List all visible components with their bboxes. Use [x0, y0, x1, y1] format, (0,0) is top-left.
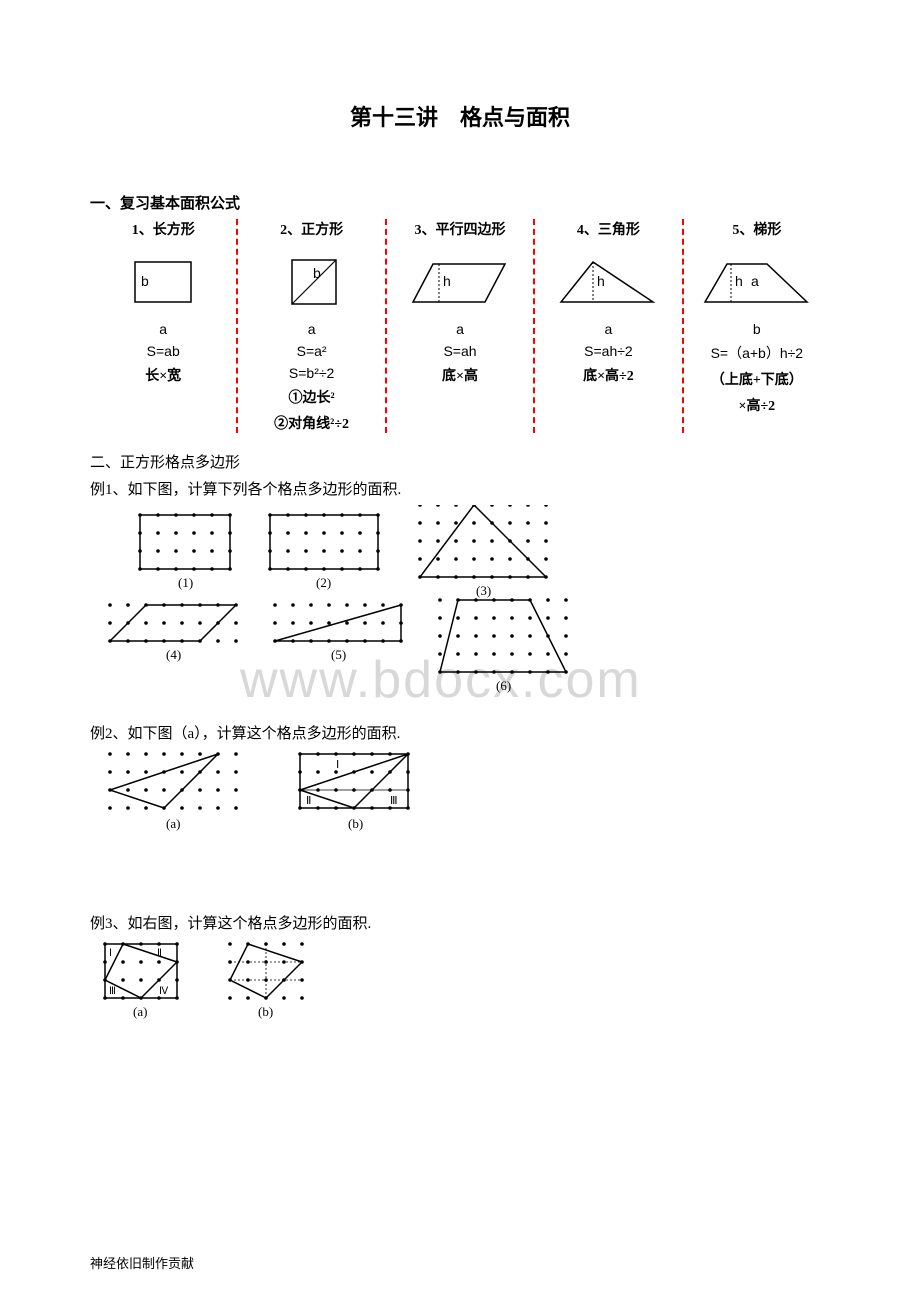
label-b: b [141, 273, 149, 289]
roman-III: Ⅲ [390, 795, 398, 807]
col-rectangle: 1、长方形 b a S=ab 长×宽 [90, 219, 238, 433]
section2-heading: 二、正方形格点多边形 [90, 451, 830, 472]
col5-title: 5、梯形 [690, 219, 824, 239]
col2-title: 2、正方形 [244, 219, 378, 239]
col5-f1: S=（a+b）h÷2 [690, 343, 824, 363]
fig-label-1: (1) [178, 575, 193, 590]
fig-label-a2: (a) [133, 1004, 147, 1019]
col2-f2: S=b²÷2 [244, 365, 378, 381]
section1-heading: 一、复习基本面积公式 [90, 192, 830, 213]
page-title: 第十三讲 格点与面积 [90, 100, 830, 132]
roman-IV: Ⅳ [159, 986, 169, 997]
roman-II: Ⅱ [157, 948, 162, 959]
col-triangle: 4、三角形 h a S=ah÷2 底×高÷2 [535, 219, 683, 433]
label-h: h [597, 273, 605, 289]
col2-below: a [244, 321, 378, 337]
col-parallelogram: 3、平行四边形 h a S=ah 底×高 [387, 219, 535, 433]
col4-title: 4、三角形 [541, 219, 675, 239]
fig-label-a: (a) [166, 816, 180, 831]
fig-label-3: (3) [476, 583, 491, 598]
col2-f1: S=a² [244, 343, 378, 359]
ex3-figure: Ⅰ Ⅱ Ⅲ Ⅳ (a) (b) [100, 939, 830, 1034]
col3-below: a [393, 321, 527, 337]
roman-III: Ⅲ [109, 986, 116, 997]
col4-cn1: 底×高÷2 [541, 365, 675, 385]
roman-II: Ⅱ [306, 795, 311, 807]
footer-text: 神经依旧制作贡献 [90, 1253, 194, 1272]
label-b: b [313, 265, 321, 281]
col1-title: 1、长方形 [96, 219, 230, 239]
col2-cn2: ②对角线²÷2 [244, 413, 378, 433]
fig-label-2: (2) [316, 575, 331, 590]
ex3-text: 例3、如右图，计算这个格点多边形的面积. [90, 912, 830, 933]
col-square: 2、正方形 b a S=a² S=b²÷2 ①边长² ②对角线²÷2 [238, 219, 386, 433]
ex2-figure: (a) Ⅰ Ⅱ Ⅲ (b) [100, 749, 830, 854]
fig-label-4: (4) [166, 647, 181, 662]
col1-cn1: 长×宽 [96, 365, 230, 385]
col3-cn1: 底×高 [393, 365, 527, 385]
fig-label-b2: (b) [258, 1004, 273, 1019]
col3-f1: S=ah [393, 343, 527, 359]
col4-below: a [541, 321, 675, 337]
col5-cn1: （上底+下底） [690, 369, 824, 389]
col3-title: 3、平行四边形 [393, 219, 527, 239]
col4-f1: S=ah÷2 [541, 343, 675, 359]
roman-I: Ⅰ [336, 759, 339, 771]
col-trapezoid: 5、梯形 h a b S=（a+b）h÷2 （上底+下底） ×高÷2 [684, 219, 830, 433]
formula-row: 1、长方形 b a S=ab 长×宽 2、正方形 b a S=a² S=b²÷2… [90, 219, 830, 433]
ex1-text: 例1、如下图，计算下列各个格点多边形的面积. [90, 478, 830, 499]
ex1-figure: (1) (2) [100, 505, 830, 710]
ex2-text: 例2、如下图（a），计算这个格点多边形的面积. [90, 722, 830, 743]
label-h: h [443, 273, 451, 289]
fig-label-b: (b) [348, 816, 363, 831]
fig-label-6: (6) [496, 678, 511, 693]
fig-label-5: (5) [331, 647, 346, 662]
triangle-shape: h [541, 247, 675, 317]
col2-cn1: ①边长² [244, 387, 378, 407]
label-h: h [735, 273, 743, 289]
col5-below: b [690, 321, 824, 337]
col1-f1: S=ab [96, 343, 230, 359]
parallelogram-shape: h [393, 247, 527, 317]
square-shape: b [244, 247, 378, 317]
col5-cn2: ×高÷2 [690, 395, 824, 415]
rectangle-shape: b [96, 247, 230, 317]
col1-below: a [96, 321, 230, 337]
roman-I: Ⅰ [109, 948, 112, 959]
trapezoid-shape: h a [690, 247, 824, 317]
label-a: a [751, 273, 759, 289]
